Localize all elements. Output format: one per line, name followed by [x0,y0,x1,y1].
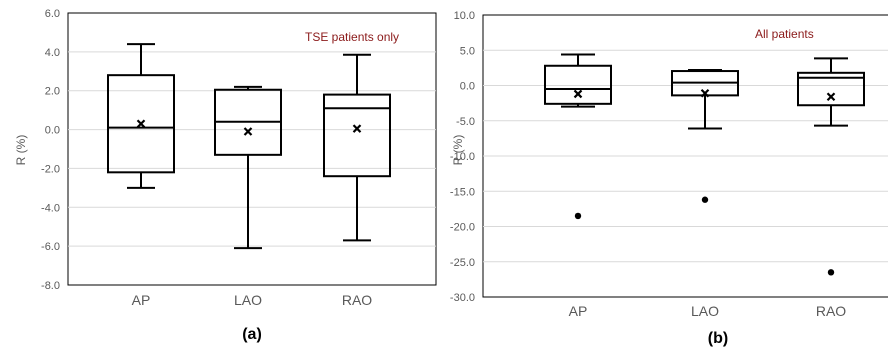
panel-a-mean-marker [136,119,146,129]
panel-b: 10.05.00.0-5.0-10.0-15.0-20.0-25.0-30.0 … [450,10,888,347]
panel-b-gridlines [483,49,888,263]
panel-a: 6.0 4.0 2.0 0.0 -2.0 -4.0 -6.0 -8.0 AP LAO RAO R … [14,8,437,343]
panel-b-x-ticks: AP LAO RAO [569,303,847,319]
panel-a-y-tick-label: 0.0 [45,125,60,137]
panel-b-box-lao [671,68,739,203]
panel-b-y-axis-label: R (%) [451,135,465,166]
panel-b-outlier-point [701,196,709,203]
panel-a-y-tick-label: 6.0 [45,8,60,20]
panel-b-y-tick-label: -15.0 [450,186,475,198]
panel-b-mean-marker [573,89,583,99]
panel-a-x-tick-label: LAO [234,292,262,308]
panel-a-y-tick-label: 2.0 [45,86,60,98]
panel-a-y-tick-label: -6.0 [41,241,60,253]
panel-b-outlier-point [827,269,835,276]
panel-a-caption: (a) [242,326,262,343]
panel-b-y-tick-label: -10.0 [450,151,475,163]
panel-a-box-lao [214,85,282,250]
panel-a-gridlines [68,51,436,247]
panel-b-annotation: All patients [755,27,814,41]
panel-b-y-tick-label: 5.0 [460,45,475,57]
panel-a-y-tick-label: 4.0 [45,47,60,59]
panel-a-y-ticks: 6.0 4.0 2.0 0.0 -2.0 -4.0 -6.0 -8.0 [41,8,60,292]
panel-a-annotation: TSE patients only [305,30,399,44]
panel-a-box-iqr [323,93,391,178]
panel-b-x-tick-label: AP [569,303,588,319]
panel-a-x-tick-label: AP [132,292,151,308]
panel-a-plot-area [67,12,437,286]
panel-b-y-ticks: 10.0 5.0 0.0 -5.0 -10.0 -15.0 -20.0 -25.0 -30.0 [450,10,475,304]
panel-b-box-iqr [544,64,612,105]
panel-a-y-tick-label: -2.0 [41,163,60,175]
panel-a-x-tick-label: RAO [342,292,372,308]
panel-b-box-ap [544,53,612,220]
panel-b-box-iqr [797,71,865,107]
panel-a-mean-marker [352,124,362,133]
panel-b-x-tick-label: RAO [816,303,846,319]
panel-b-caption: (b) [708,330,728,347]
panel-a-mean-marker [243,127,253,136]
panel-b-y-tick-label: -20.0 [450,222,475,234]
panel-b-y-tick-label: 0.0 [460,81,475,93]
panel-b-y-tick-label: 10.0 [454,10,475,22]
panel-b-box-rao [797,57,865,276]
panel-b-boxes [544,53,865,276]
panel-a-box-ap [107,43,175,189]
panel-b-mean-marker [826,92,836,102]
panel-a-x-ticks: AP LAO RAO [132,292,373,308]
panel-a-y-axis-label: R (%) [14,135,28,166]
panel-b-y-tick-label: -5.0 [456,116,475,128]
panel-a-y-tick-label: -8.0 [41,280,60,292]
panel-a-boxes [107,43,391,250]
panel-b-x-tick-label: LAO [691,303,719,319]
panel-a-y-tick-label: -4.0 [41,202,60,214]
panel-b-mean-marker [700,88,710,98]
panel-a-box-iqr [107,74,175,174]
panel-b-y-tick-label: -25.0 [450,257,475,269]
panel-b-y-tick-label: -30.0 [450,292,475,304]
panel-b-outlier-point [574,212,582,220]
panel-a-box-rao [323,53,391,242]
